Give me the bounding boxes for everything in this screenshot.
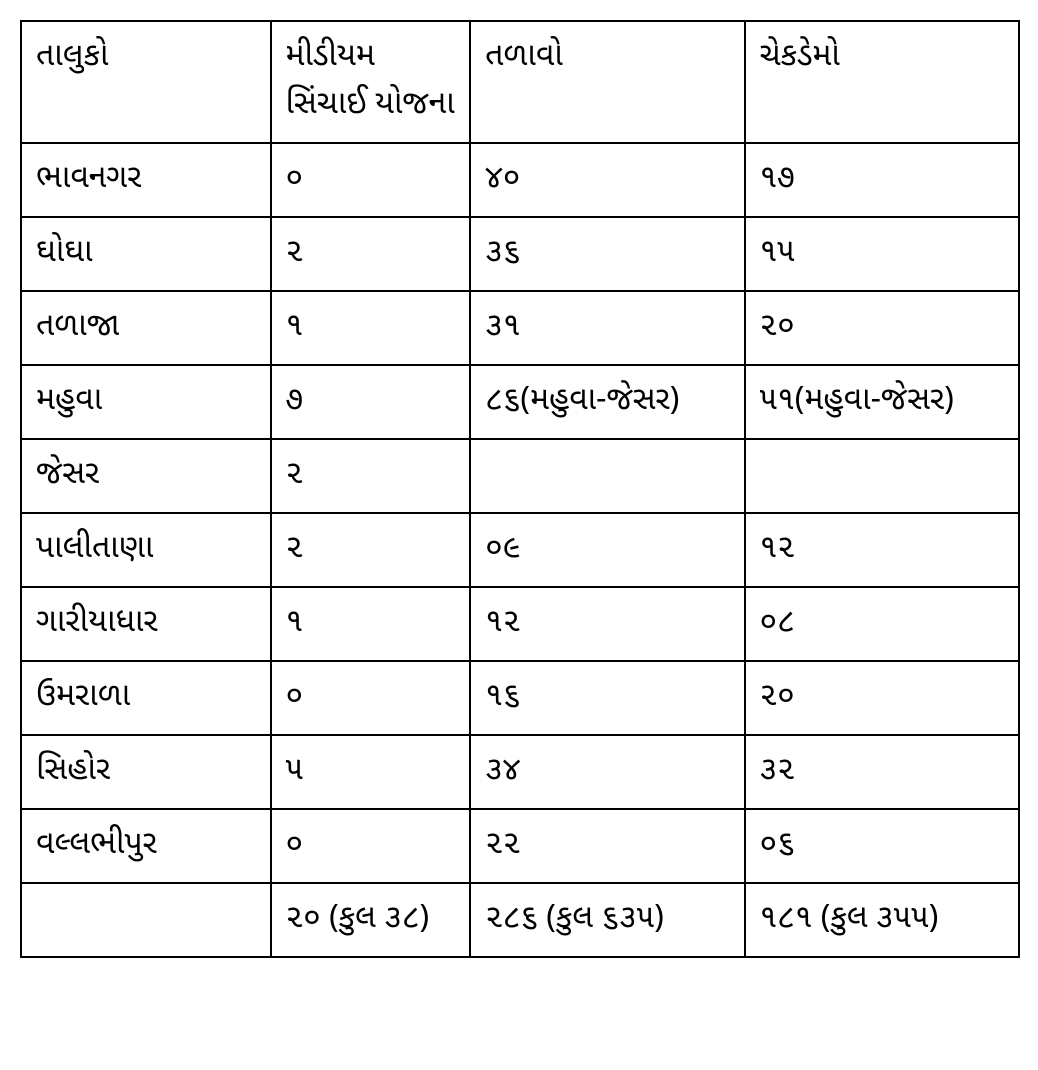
- cell-medium: ૭: [271, 365, 471, 439]
- cell-ponds-total: ૨૮૬ (કુલ ૬૩૫): [470, 883, 744, 957]
- table-row: વલ્લભીપુર ૦ ૨૨ ૦૬: [21, 809, 1019, 883]
- table-row: મહુવા ૭ ૮૬(મહુવા-જેસર) ૫૧(મહુવા-જેસર): [21, 365, 1019, 439]
- cell-checkdams-total: ૧૮૧ (કુલ ૩૫૫): [745, 883, 1019, 957]
- header-ponds: તળાવો: [470, 21, 744, 143]
- cell-medium: ૧: [271, 291, 471, 365]
- cell-medium: ૦: [271, 143, 471, 217]
- cell-medium: ૫: [271, 735, 471, 809]
- cell-medium-total: ૨૦ (કુલ ૩૮): [271, 883, 471, 957]
- cell-taluko: સિહોર: [21, 735, 271, 809]
- table-header-row: તાલુકો મીડીયમ સિંચાઈ યોજના તળાવો ચેકડેમો: [21, 21, 1019, 143]
- cell-checkdams: ૦૮: [745, 587, 1019, 661]
- table-total-row: ૨૦ (કુલ ૩૮) ૨૮૬ (કુલ ૬૩૫) ૧૮૧ (કુલ ૩૫૫): [21, 883, 1019, 957]
- table-row: ઘોઘા ૨ ૩૬ ૧૫: [21, 217, 1019, 291]
- cell-medium: ૨: [271, 217, 471, 291]
- cell-taluko: ભાવનગર: [21, 143, 271, 217]
- cell-medium: ૦: [271, 809, 471, 883]
- cell-ponds: ૦૯: [470, 513, 744, 587]
- cell-medium: ૨: [271, 439, 471, 513]
- cell-taluko: ઘોઘા: [21, 217, 271, 291]
- header-checkdams: ચેકડેમો: [745, 21, 1019, 143]
- table-body: તાલુકો મીડીયમ સિંચાઈ યોજના તળાવો ચેકડેમો…: [21, 21, 1019, 957]
- cell-checkdams: ૨૦: [745, 661, 1019, 735]
- table-row: પાલીતાણા ૨ ૦૯ ૧૨: [21, 513, 1019, 587]
- table-row: ભાવનગર ૦ ૪૦ ૧૭: [21, 143, 1019, 217]
- cell-taluko: ગારીયાધાર: [21, 587, 271, 661]
- cell-taluko: મહુવા: [21, 365, 271, 439]
- table-row: ગારીયાધાર ૧ ૧૨ ૦૮: [21, 587, 1019, 661]
- cell-ponds: [470, 439, 744, 513]
- cell-taluko: જેસર: [21, 439, 271, 513]
- cell-ponds: ૪૦: [470, 143, 744, 217]
- cell-checkdams: ૨૦: [745, 291, 1019, 365]
- irrigation-table: તાલુકો મીડીયમ સિંચાઈ યોજના તળાવો ચેકડેમો…: [20, 20, 1020, 958]
- cell-checkdams: ૧૨: [745, 513, 1019, 587]
- table-row: જેસર ૨: [21, 439, 1019, 513]
- cell-checkdams: [745, 439, 1019, 513]
- cell-ponds: ૧૬: [470, 661, 744, 735]
- header-medium-irrigation: મીડીયમ સિંચાઈ યોજના: [271, 21, 471, 143]
- cell-medium: ૨: [271, 513, 471, 587]
- cell-taluko: પાલીતાણા: [21, 513, 271, 587]
- cell-ponds: ૮૬(મહુવા-જેસર): [470, 365, 744, 439]
- cell-ponds: ૧૨: [470, 587, 744, 661]
- cell-taluko: ઉમરાળા: [21, 661, 271, 735]
- cell-medium: ૧: [271, 587, 471, 661]
- cell-medium: ૦: [271, 661, 471, 735]
- table-row: ઉમરાળા ૦ ૧૬ ૨૦: [21, 661, 1019, 735]
- cell-ponds: ૩૧: [470, 291, 744, 365]
- header-taluko: તાલુકો: [21, 21, 271, 143]
- cell-checkdams: ૧૭: [745, 143, 1019, 217]
- cell-ponds: ૩૬: [470, 217, 744, 291]
- cell-taluko-total: [21, 883, 271, 957]
- cell-ponds: ૨૨: [470, 809, 744, 883]
- cell-checkdams: ૦૬: [745, 809, 1019, 883]
- cell-ponds: ૩૪: [470, 735, 744, 809]
- table-row: તળાજા ૧ ૩૧ ૨૦: [21, 291, 1019, 365]
- table-row: સિહોર ૫ ૩૪ ૩૨: [21, 735, 1019, 809]
- cell-taluko: તળાજા: [21, 291, 271, 365]
- cell-taluko: વલ્લભીપુર: [21, 809, 271, 883]
- cell-checkdams: ૩૨: [745, 735, 1019, 809]
- cell-checkdams: ૫૧(મહુવા-જેસર): [745, 365, 1019, 439]
- cell-checkdams: ૧૫: [745, 217, 1019, 291]
